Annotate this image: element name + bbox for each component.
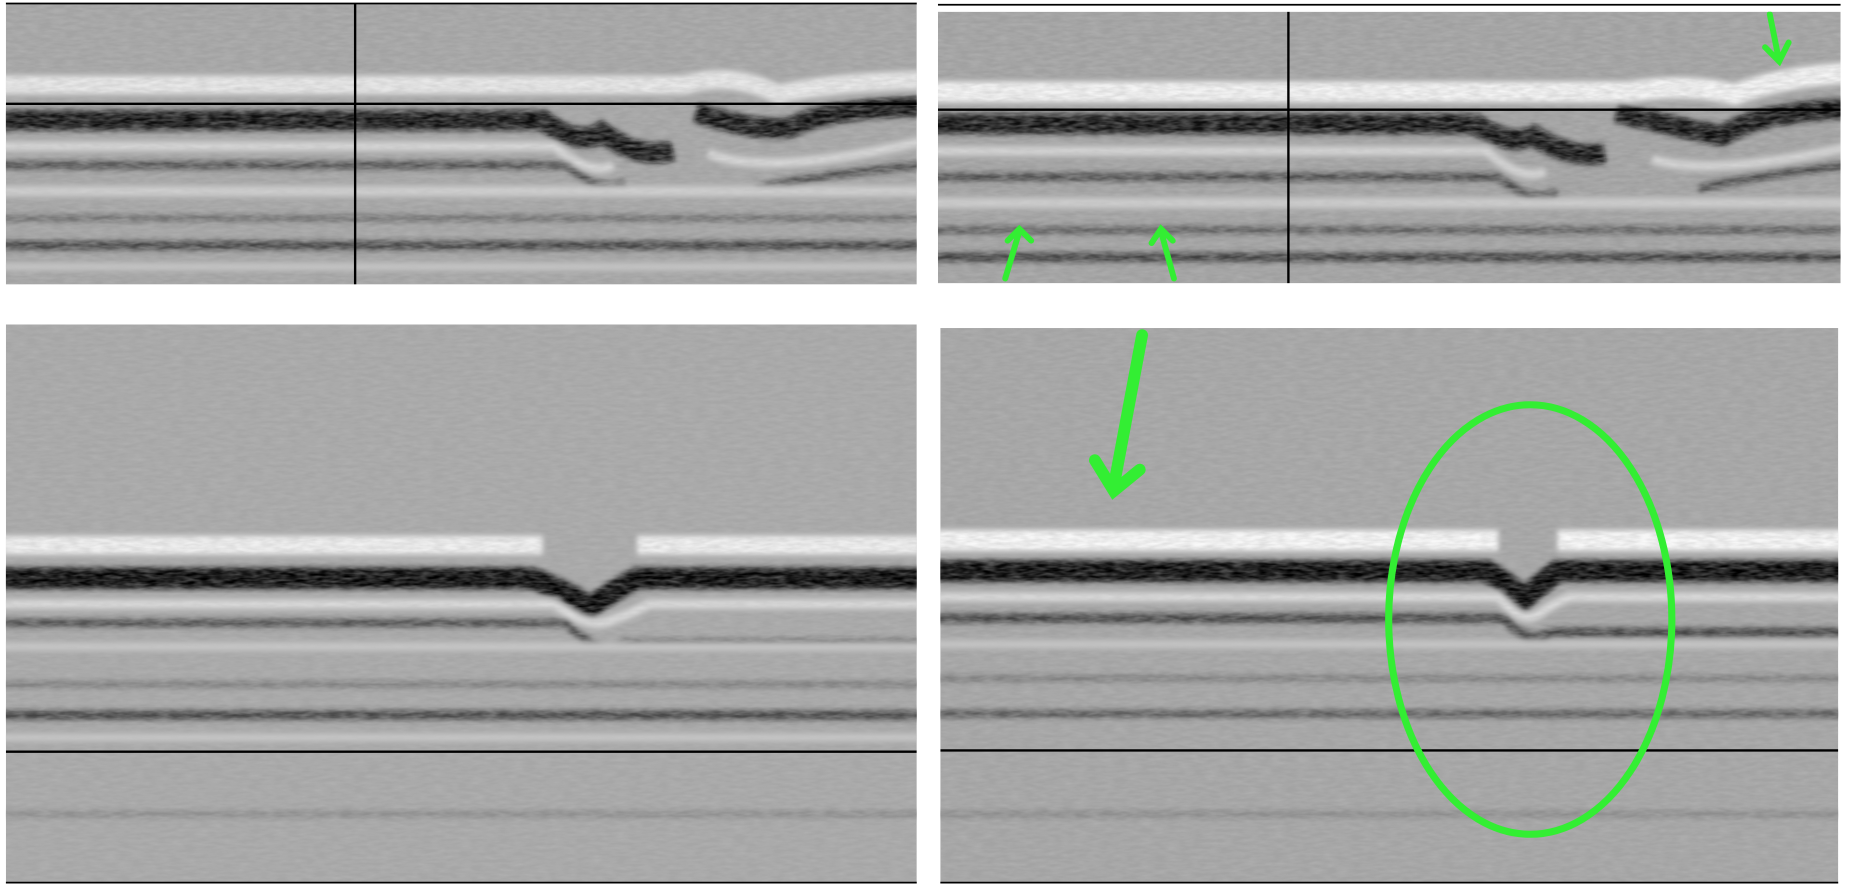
panel-bottom-right <box>932 328 1846 883</box>
panel-top-left <box>0 4 920 285</box>
panel-top-right <box>932 12 1846 283</box>
panel-bottom-left <box>0 325 920 883</box>
